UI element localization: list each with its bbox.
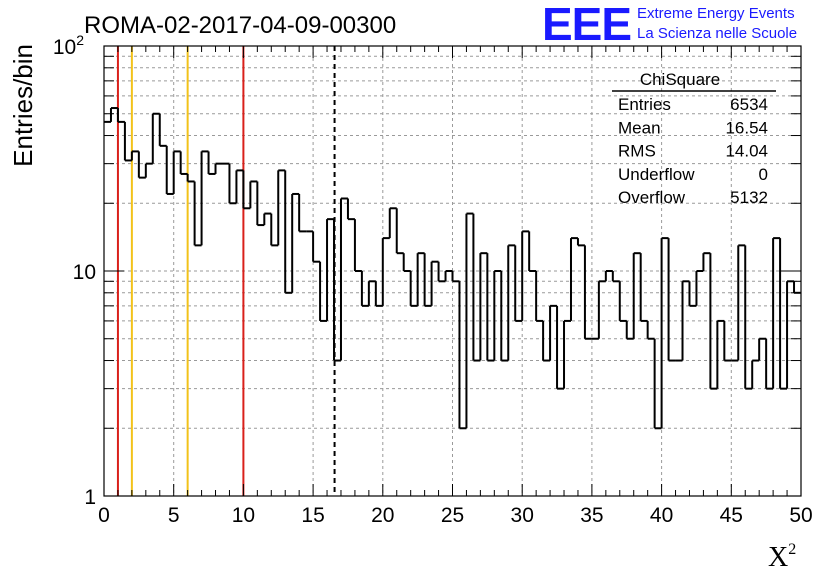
- stats-row-label: Mean: [618, 118, 661, 137]
- eee-logo: EEE: [542, 0, 631, 50]
- y-axis-label: Entries/bin: [8, 44, 38, 167]
- stats-rows: Entries 6534 Mean 16.54 RMS 14.04 Underflow 0 Ov…: [618, 95, 768, 207]
- stats-box: ChiSquare Entries 6534 Mean 16.54 RMS 14.04 Un…: [612, 70, 776, 207]
- stats-row-value: 0: [759, 165, 768, 184]
- stats-row-label: RMS: [618, 142, 656, 161]
- grid-lines: [104, 46, 801, 496]
- logo-line-1: Extreme Energy Events: [637, 5, 795, 22]
- x-tick-label: 45: [720, 504, 743, 527]
- stats-row-label: Overflow: [618, 188, 686, 207]
- x-tick-label: 0: [98, 504, 110, 527]
- y-tick-label-exponent: 2: [76, 32, 84, 48]
- stats-row-value: 5132: [730, 188, 768, 207]
- stats-row-label: Underflow: [618, 165, 695, 184]
- x-tick-label: 50: [789, 504, 812, 527]
- x-tick-label: 20: [371, 504, 394, 527]
- y-tick-label: 1: [84, 486, 96, 509]
- x-axis-label-superscript: 2: [788, 541, 796, 558]
- run-title: ROMA-02-2017-04-09-00300: [84, 12, 396, 39]
- x-tick-label: 30: [511, 504, 534, 527]
- stats-row-label: Entries: [618, 95, 671, 114]
- x-tick-label: 35: [580, 504, 603, 527]
- logo-line-2: La Scienza nelle Scuole: [637, 25, 797, 42]
- stats-row-value: 16.54: [725, 118, 768, 137]
- x-tick-label: 25: [441, 504, 464, 527]
- stats-title: ChiSquare: [640, 70, 720, 89]
- y-tick-label: 102: [53, 32, 84, 59]
- x-axis-label: X2: [768, 541, 796, 572]
- x-tick-label: 15: [301, 504, 324, 527]
- y-tick-label: 10: [73, 261, 96, 284]
- x-tick-label: 5: [168, 504, 180, 527]
- x-tick-label: 40: [650, 504, 673, 527]
- stats-row-value: 6534: [730, 95, 768, 114]
- histogram-bars: [104, 107, 801, 430]
- y-tick-label-base: 10: [53, 36, 76, 59]
- stats-row-value: 14.04: [725, 142, 768, 161]
- x-tick-label: 10: [232, 504, 255, 527]
